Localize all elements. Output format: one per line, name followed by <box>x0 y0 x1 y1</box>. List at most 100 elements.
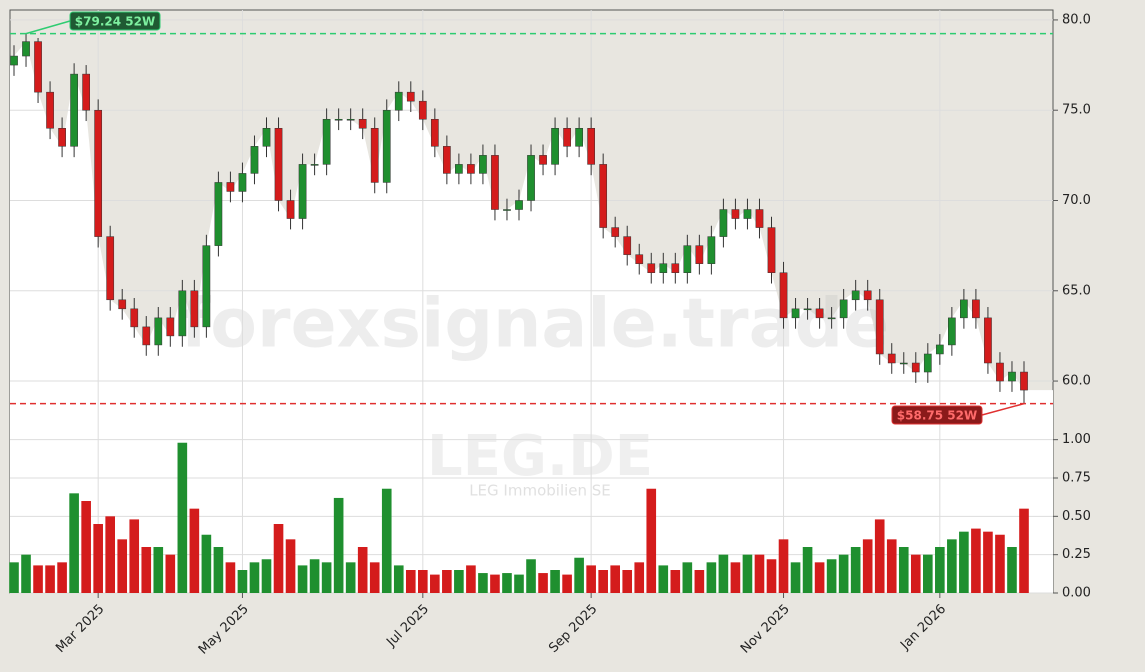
volume-bar <box>538 573 548 593</box>
candle-body <box>370 128 379 183</box>
y-tick-label: 80.0 <box>1062 12 1091 27</box>
candle-body <box>611 227 620 237</box>
candle-body <box>406 91 415 102</box>
volume-bar <box>766 559 777 593</box>
volume-bar <box>1019 508 1029 593</box>
y-tick-label: 1.00 <box>1062 432 1091 447</box>
volume-bar <box>610 565 620 593</box>
volume-bar <box>995 534 1005 593</box>
volume-bar <box>658 565 669 593</box>
candle-body <box>827 317 836 320</box>
candle-body <box>551 128 559 165</box>
volume-bar <box>442 570 452 593</box>
volume-bar <box>802 547 813 593</box>
candle-body <box>166 317 175 337</box>
annotation-box <box>69 11 161 31</box>
candle-body <box>82 73 90 111</box>
candle-body <box>238 173 247 192</box>
volume-bar <box>393 565 404 593</box>
volume-bar <box>333 497 344 593</box>
y-tick-label: 0.75 <box>1062 471 1091 486</box>
volume-bar <box>177 442 188 593</box>
volume-bar <box>466 565 476 593</box>
y-tick-label: 65.0 <box>1062 283 1091 298</box>
candle-body <box>743 209 752 219</box>
candle-body <box>863 290 872 301</box>
volume-bar <box>273 524 284 593</box>
annotation-label: $58.75 52W <box>897 409 977 423</box>
volume-bar <box>502 573 512 593</box>
candle-body <box>899 362 908 365</box>
volume-bar <box>935 547 945 593</box>
volume-bar <box>201 534 212 593</box>
candle-body <box>118 299 127 310</box>
candle-body <box>274 128 283 201</box>
close-area <box>10 41 1053 428</box>
volume-bar <box>983 531 993 593</box>
volume-bar <box>790 562 801 593</box>
candle-body <box>996 362 1004 382</box>
volume-bar <box>105 516 115 593</box>
volume-bar <box>706 562 717 593</box>
candle-body <box>984 317 992 364</box>
candle-body <box>875 299 884 355</box>
volume-bar <box>694 570 705 593</box>
candle-body <box>467 164 475 174</box>
candle-body <box>334 118 343 121</box>
volume-bar <box>9 562 19 593</box>
candle-body <box>154 317 163 346</box>
candle-body <box>851 290 860 301</box>
candle-body <box>202 245 211 328</box>
candle-body <box>418 100 427 120</box>
volume-bar <box>309 559 320 593</box>
candle-body <box>286 200 295 219</box>
candle-body <box>1008 371 1016 382</box>
volume-bar <box>321 562 332 593</box>
volume-bar <box>910 554 921 593</box>
volume-bar <box>718 554 729 593</box>
candle-body <box>683 245 692 273</box>
volume-bar <box>345 562 356 593</box>
candle-body <box>430 118 439 147</box>
candle-body <box>587 128 595 165</box>
candle-body <box>58 128 66 147</box>
candle-body <box>10 55 18 66</box>
candle-body <box>731 209 740 219</box>
volume-bar <box>153 547 164 593</box>
volume-bar <box>57 562 67 593</box>
candle-body <box>935 344 944 355</box>
volume-bar <box>670 570 681 593</box>
volume-bar <box>81 501 91 593</box>
volume-bar <box>418 570 428 593</box>
annotation-arrow <box>25 20 71 35</box>
y-tick-label: 70.0 <box>1062 193 1091 208</box>
candle-body <box>178 290 187 337</box>
candle-body <box>46 91 54 129</box>
volume-bar <box>225 562 236 593</box>
volume-bar <box>814 562 825 593</box>
volume-bar <box>490 574 500 593</box>
annotation-label: $79.24 52W <box>75 15 155 29</box>
volume-bar <box>778 539 789 593</box>
y-tick-label: 0.00 <box>1062 586 1091 601</box>
volume-bar <box>682 562 693 593</box>
candle-body <box>719 209 728 237</box>
candle-body <box>382 109 391 183</box>
volume-bar <box>634 562 645 593</box>
candle-body <box>130 308 139 328</box>
volume-bar <box>381 488 392 593</box>
watermark: LEG Immobilien SE <box>469 482 611 500</box>
volume-bar <box>117 539 128 593</box>
candle-body <box>972 299 980 319</box>
candle-body <box>34 41 42 93</box>
candle-body <box>815 308 824 319</box>
volume-bar <box>959 531 969 593</box>
candle-body <box>671 263 680 273</box>
volume-bar <box>1007 547 1017 593</box>
candle-body <box>767 227 776 273</box>
volume-bar <box>285 539 296 593</box>
candle-body <box>803 308 812 311</box>
volume-bar <box>550 570 560 593</box>
candle-body <box>515 200 523 210</box>
